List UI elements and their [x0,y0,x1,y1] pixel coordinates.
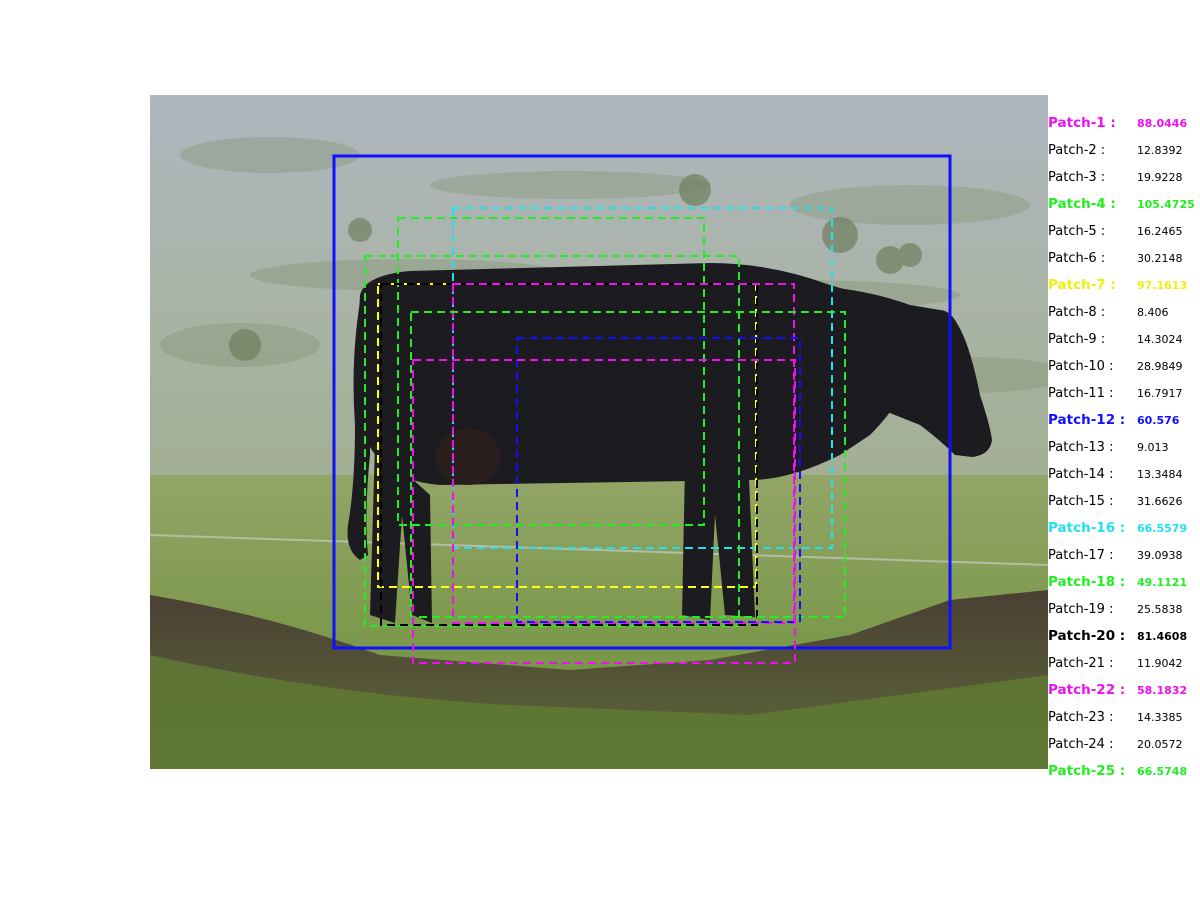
fence-wire [149,534,1049,566]
patch-score: 25.5838 [1137,603,1183,616]
patch-score: 58.1832 [1137,684,1188,697]
patch-score: 66.5579 [1137,522,1188,535]
cow-body [347,263,992,623]
patch-row: Patch-1 : 88.0446 [1048,110,1198,137]
patch-18-box [410,311,846,618]
patch-label: Patch-8 : [1048,305,1106,320]
patch-score: 88.0446 [1137,117,1188,130]
patch-label: Patch-14 : [1048,467,1114,482]
patch-row: Patch-5 : 16.2465 [1048,218,1198,245]
patch-score: 81.4608 [1137,630,1188,643]
patch-row: Patch-16 : 66.5579 [1048,515,1198,542]
photo-canvas [149,95,1070,769]
patch-score: 14.3024 [1137,333,1183,346]
patch-12-box [516,337,801,623]
patch-label: Patch-13 : [1048,440,1114,455]
patch-label: Patch-5 : [1048,224,1106,239]
patch-score: 28.9849 [1137,360,1183,373]
patch-score: 19.9228 [1137,171,1183,184]
patch-score: 20.0572 [1137,738,1183,751]
patch-row: Patch-20 : 81.4608 [1048,623,1198,650]
patch-label: Patch-24 : [1048,737,1114,752]
patch-label: Patch-19 : [1048,602,1114,617]
patch-4-box [397,217,705,526]
patch-score: 16.2465 [1137,225,1183,238]
patch-row: Patch-13 : 9.013 [1048,434,1198,461]
cow-photo [149,95,1070,769]
patch-label: Patch-9 : [1048,332,1106,347]
patch-22-box [412,359,796,664]
patch-label: Patch-7 : [1048,277,1116,293]
patch-label: Patch-20 : [1048,628,1126,644]
patch-label: Patch-15 : [1048,494,1114,509]
patch-score: 49.1121 [1137,576,1188,589]
patch-row: Patch-18 : 49.1121 [1048,569,1198,596]
patch-score: 30.2148 [1137,252,1183,265]
patch-score: 31.6626 [1137,495,1183,508]
patch-row: Patch-15 : 31.6626 [1048,488,1198,515]
patch-label: Patch-17 : [1048,548,1114,563]
patch-row: Patch-25 : 66.5748 [1048,758,1198,785]
patch-label: Patch-18 : [1048,574,1126,590]
patch-score: 14.3385 [1137,711,1183,724]
patch-score: 13.3484 [1137,468,1183,481]
bushes [229,174,922,361]
patch-score: 66.5748 [1137,765,1188,778]
patch-20-box [380,283,758,626]
patch-row: Patch-11 : 16.7917 [1048,380,1198,407]
patch-row: Patch-17 : 39.0938 [1048,542,1198,569]
patch-row: Patch-21 : 11.9042 [1048,650,1198,677]
patch-row: Patch-3 : 19.9228 [1048,164,1198,191]
patch-score: 39.0938 [1137,549,1183,562]
patch-row: Patch-7 : 97.1613 [1048,272,1198,299]
patch-label: Patch-23 : [1048,710,1114,725]
front-grass [150,655,1048,769]
patch-label: Patch-1 : [1048,115,1116,131]
patch-row: Patch-2 : 12.8392 [1048,137,1198,164]
patch-score: 8.406 [1137,306,1169,319]
patch-label: Patch-6 : [1048,251,1106,266]
patch-score: 12.8392 [1137,144,1183,157]
patch-score: 60.576 [1137,414,1180,427]
patch-label: Patch-25 : [1048,763,1126,779]
patch-row: Patch-8 : 8.406 [1048,299,1198,326]
patch-row: Patch-10 : 28.9849 [1048,353,1198,380]
patch-row: Patch-4 : 105.4725 [1048,191,1198,218]
patch-25-box [364,255,740,627]
patch-score: 97.1613 [1137,279,1188,292]
patch-label: Patch-21 : [1048,656,1114,671]
patch-label: Patch-10 : [1048,359,1114,374]
bounding-boxes [332,154,952,664]
patch-row: Patch-14 : 13.3484 [1048,461,1198,488]
patch-label: Patch-11 : [1048,386,1114,401]
patch-row: Patch-23 : 14.3385 [1048,704,1198,731]
patch-row: Patch-12 : 60.576 [1048,407,1198,434]
ground-truth-box [332,154,952,650]
patch-row: Patch-19 : 25.5838 [1048,596,1198,623]
patch-label: Patch-3 : [1048,170,1106,185]
patch-row: Patch-22 : 58.1832 [1048,677,1198,704]
patch-score: 11.9042 [1137,657,1183,670]
patch-label: Patch-12 : [1048,412,1126,428]
patch-score: 16.7917 [1137,387,1183,400]
patch-label: Patch-16 : [1048,520,1126,536]
patch-label: Patch-22 : [1048,682,1126,698]
patch-row: Patch-24 : 20.0572 [1048,731,1198,758]
patch-score: 105.4725 [1137,198,1195,211]
patch-label: Patch-2 : [1048,143,1106,158]
patch-row: Patch-9 : 14.3024 [1048,326,1198,353]
patch-row: Patch-6 : 30.2148 [1048,245,1198,272]
patch-label: Patch-4 : [1048,196,1116,212]
patch-score: 9.013 [1137,441,1169,454]
